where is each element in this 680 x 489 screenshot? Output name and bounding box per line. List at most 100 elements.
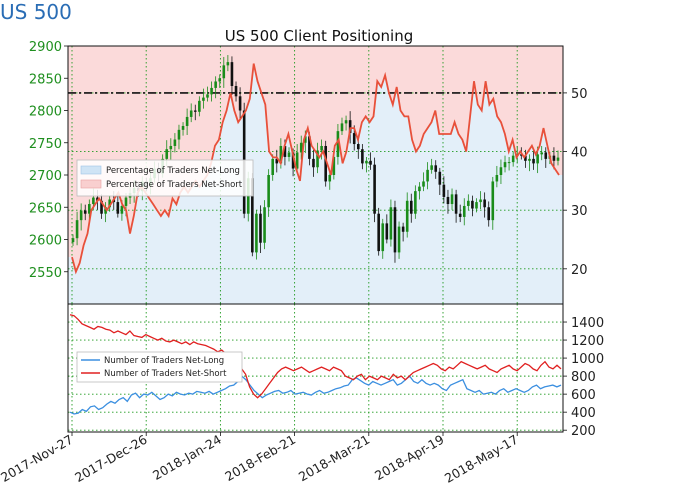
left-tick-label: 2700 (29, 169, 62, 184)
candle-body (83, 210, 87, 214)
candle-body (536, 154, 539, 164)
candle-body (328, 175, 332, 182)
left-tick-label: 2900 (29, 40, 62, 55)
candle-body (483, 199, 486, 208)
candle-body (471, 200, 474, 209)
candle-body (100, 200, 103, 214)
candle-body (116, 202, 120, 214)
candle-body (324, 145, 327, 182)
candle-body (344, 120, 348, 124)
right-axis-ticks-upper: 20 30 40 50 (563, 87, 588, 278)
candle-body (287, 152, 291, 157)
candle-body (308, 136, 311, 159)
candle-body (511, 155, 515, 163)
candle-body (104, 207, 107, 214)
candle-body (381, 223, 385, 252)
candle-body (418, 186, 421, 192)
candle-body (295, 152, 299, 169)
x-tick-label: 2017-Nov-27 (0, 432, 76, 485)
candle-body (202, 97, 205, 101)
candle-body (430, 165, 433, 170)
candle-body (169, 145, 173, 150)
left-tick-label: 2550 (29, 266, 62, 281)
candle-body (556, 157, 560, 161)
x-tick-label: 2018-Jan-24 (150, 432, 224, 483)
legend-swatch-net-short (80, 179, 102, 189)
candle-body (361, 149, 364, 164)
candle-body (275, 158, 279, 164)
candle-body (401, 226, 405, 232)
x-tick-label: 2018-May-17 (442, 432, 521, 486)
candle-body (405, 200, 409, 232)
candle-body (426, 169, 429, 182)
candle-body (226, 62, 230, 66)
candle-body (185, 116, 189, 126)
left-tick-label: 2800 (29, 105, 62, 120)
left-tick-label: 2850 (29, 72, 62, 87)
candle-body (96, 197, 99, 201)
candle-body (177, 129, 181, 140)
candle-body (450, 194, 454, 205)
candle-body (414, 191, 417, 214)
candle-body (479, 199, 482, 203)
candle-body (454, 194, 458, 214)
candle-body (507, 162, 511, 164)
candle-body (279, 145, 283, 164)
candle-body (462, 205, 466, 217)
candle-body (524, 155, 527, 161)
candle-body (198, 100, 201, 112)
candle-body (438, 171, 442, 185)
trader-count-lines (69, 314, 562, 415)
series-net-long-percent-line (71, 63, 560, 275)
lower-legend-box (76, 351, 243, 383)
series-line (69, 375, 562, 415)
candle-body (389, 207, 393, 240)
right-tick-label: 30 (571, 204, 588, 219)
x-tick-label: 2018-Feb-21 (222, 432, 298, 484)
candle-body (189, 110, 193, 117)
candle-body (234, 85, 238, 97)
left-tick-label: 2600 (29, 234, 62, 249)
candle-body (210, 87, 213, 95)
candle-body (499, 167, 503, 175)
x-tick-label: 2018-Mar-21 (296, 432, 372, 485)
area-net-short (68, 46, 563, 272)
lower-legend: Number of Traders Net-Long Number of Tra… (76, 351, 243, 383)
candle-body (397, 226, 401, 253)
candle-body (434, 165, 438, 172)
price-candles (71, 55, 560, 275)
candle-body (206, 94, 209, 98)
candle-body (348, 120, 352, 134)
right-tick-label: 1000 (571, 352, 604, 367)
candle-body (532, 158, 535, 164)
candle-body (336, 131, 340, 157)
candle-body (304, 136, 307, 143)
candle-body (88, 204, 91, 214)
upper-legend: Percentage of Traders Net-Long Percentag… (76, 159, 254, 197)
candle-body (552, 155, 556, 161)
candle-body (487, 207, 491, 221)
candle-body (446, 196, 450, 205)
x-tick-label: 2017-Dec-26 (72, 432, 150, 485)
right-tick-label: 400 (571, 406, 596, 421)
candle-body (475, 202, 478, 209)
lower-panel-frame (67, 303, 564, 433)
candle-body (312, 158, 315, 168)
candle-body (467, 200, 470, 206)
right-tick-label: 20 (571, 263, 588, 278)
candle-body (108, 199, 111, 208)
candle-body (255, 213, 258, 253)
right-tick-label: 200 (571, 424, 596, 439)
right-tick-label: 1400 (571, 316, 604, 331)
right-tick-label: 40 (571, 146, 588, 161)
candle-body (442, 184, 446, 197)
lower-panel: 200 400 600 800 1000 1200 1400 Number of Trade… (67, 303, 604, 439)
candle-body (71, 238, 75, 243)
candle-body (356, 144, 360, 150)
candle-body (540, 152, 543, 155)
area-net-long (68, 63, 563, 304)
legend-label-count-long: Number of Traders Net-Long (104, 356, 224, 366)
chart-title: US 500 Client Positioning (225, 27, 413, 45)
